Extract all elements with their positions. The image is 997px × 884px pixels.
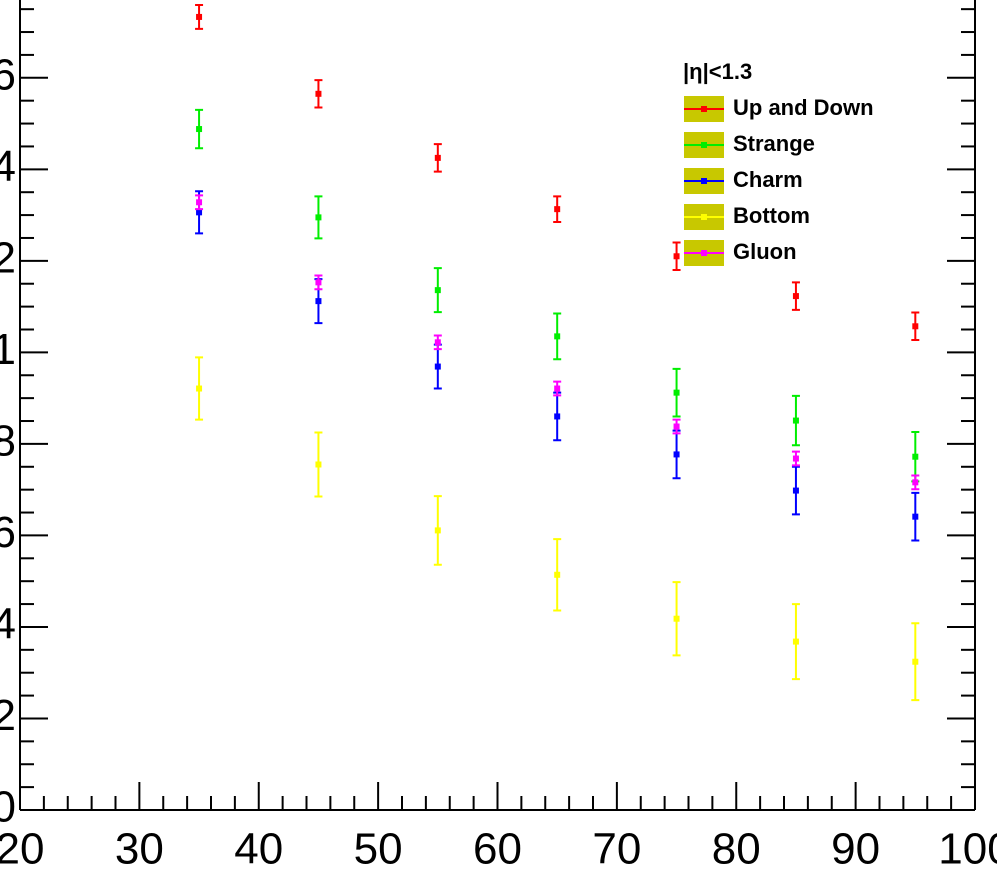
x-tick-label: 50 — [354, 825, 403, 874]
data-point — [673, 423, 680, 430]
x-tick-label: 60 — [473, 825, 522, 874]
y-tick-label: 1 — [0, 325, 16, 374]
y-tick-label: 1.6 — [0, 50, 16, 99]
data-point — [554, 385, 561, 392]
data-point — [673, 615, 680, 622]
data-point — [792, 487, 799, 494]
y-tick-label: 1.4 — [0, 142, 16, 191]
legend-label: Charm — [733, 167, 803, 192]
y-tick-label: 1.2 — [0, 233, 16, 282]
data-point — [434, 339, 441, 346]
y-tick-label: 0.2 — [0, 691, 16, 740]
legend-marker — [701, 178, 707, 184]
data-point — [315, 214, 322, 221]
data-point — [315, 298, 322, 305]
data-point — [315, 279, 322, 286]
x-tick-label: 80 — [712, 825, 761, 874]
data-point — [792, 293, 799, 300]
data-point — [196, 126, 203, 133]
data-point — [315, 90, 322, 97]
data-point — [434, 363, 441, 370]
data-point — [196, 385, 203, 392]
legend-marker — [701, 214, 707, 220]
data-point — [792, 638, 799, 645]
data-point — [673, 389, 680, 396]
x-tick-label: 20 — [0, 825, 44, 874]
y-tick-label: 0.6 — [0, 508, 16, 557]
legend-label: Bottom — [733, 203, 810, 228]
data-point — [792, 417, 799, 424]
legend-label: Gluon — [733, 239, 797, 264]
data-point — [912, 513, 919, 520]
y-tick-label: 0.4 — [0, 600, 16, 649]
data-point — [554, 333, 561, 340]
data-point — [912, 658, 919, 665]
data-point — [434, 287, 441, 294]
data-point — [792, 455, 799, 462]
data-point — [673, 253, 680, 260]
x-tick-label: 70 — [592, 825, 641, 874]
legend-marker — [701, 106, 707, 112]
legend-label: Strange — [733, 131, 815, 156]
legend-label: Up and Down — [733, 95, 874, 120]
data-point — [554, 571, 561, 578]
x-tick-label: 90 — [831, 825, 880, 874]
data-point — [554, 206, 561, 213]
data-point — [315, 461, 322, 468]
data-point — [673, 451, 680, 458]
data-point — [434, 154, 441, 161]
data-point — [554, 413, 561, 420]
data-point — [434, 527, 441, 534]
data-point — [196, 13, 203, 20]
y-tick-label: 0 — [0, 783, 16, 832]
data-point — [196, 199, 203, 206]
legend-marker — [701, 142, 707, 148]
data-point — [912, 479, 919, 486]
x-tick-label: 100 — [938, 825, 997, 874]
x-tick-label: 30 — [115, 825, 164, 874]
data-point — [912, 323, 919, 330]
legend-marker — [701, 250, 707, 256]
legend-title: |η|<1.3 — [683, 59, 752, 84]
data-point — [196, 209, 203, 216]
y-tick-label: 0.8 — [0, 417, 16, 466]
x-tick-label: 40 — [234, 825, 283, 874]
data-point — [912, 453, 919, 460]
